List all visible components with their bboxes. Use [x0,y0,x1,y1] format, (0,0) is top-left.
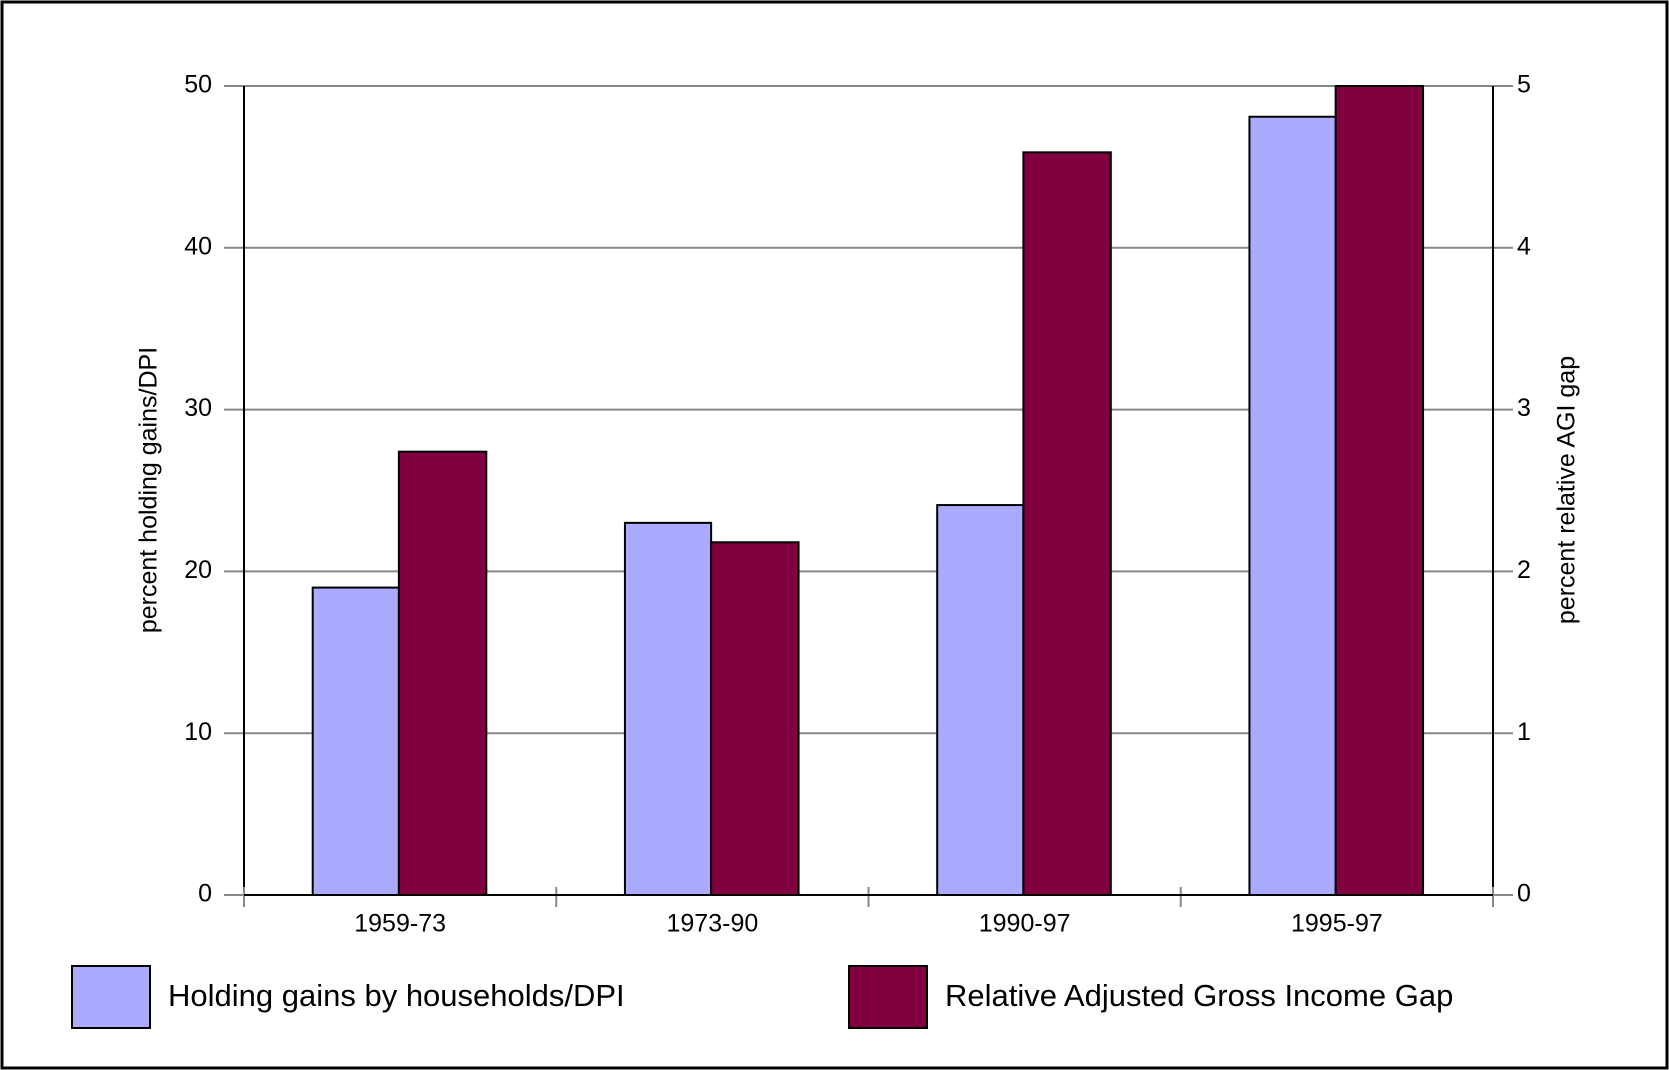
bar [710,541,800,896]
bar [1334,85,1425,896]
y2-tick-label: 3 [1517,394,1531,422]
legend-label: Holding gains by households/DPI [168,978,625,1013]
y-tick-label: 30 [184,394,212,422]
y2-tick-label: 2 [1517,556,1531,584]
y2-tick-label: 4 [1517,232,1531,260]
y2-tick-label: 1 [1517,718,1531,746]
bar [623,521,713,896]
y-tick-label: 20 [184,556,212,584]
y-axis-label: percent holding gains/DPI [135,347,163,633]
y-tick-label: 10 [184,718,212,746]
bar [311,586,400,897]
y2-tick-label: 5 [1517,71,1531,99]
legend-label: Relative Adjusted Gross Income Gap [945,978,1453,1013]
y2-axis-label: percent relative AGI gap [1553,356,1581,624]
y-tick-label: 40 [184,232,212,260]
x-tick-label: 1973-90 [667,910,759,938]
bar [1248,115,1337,896]
x-tick-label: 1990-97 [979,910,1071,938]
bar [936,504,1025,896]
legend-swatch [71,965,151,1029]
bar [1022,151,1112,896]
x-tick-label: 1959-73 [354,910,446,938]
y-tick-label: 0 [198,880,212,908]
y2-tick-label: 0 [1517,880,1531,908]
bar [397,450,488,896]
y-tick-label: 50 [184,71,212,99]
x-tick-label: 1995-97 [1291,910,1383,938]
legend-swatch [848,965,928,1029]
